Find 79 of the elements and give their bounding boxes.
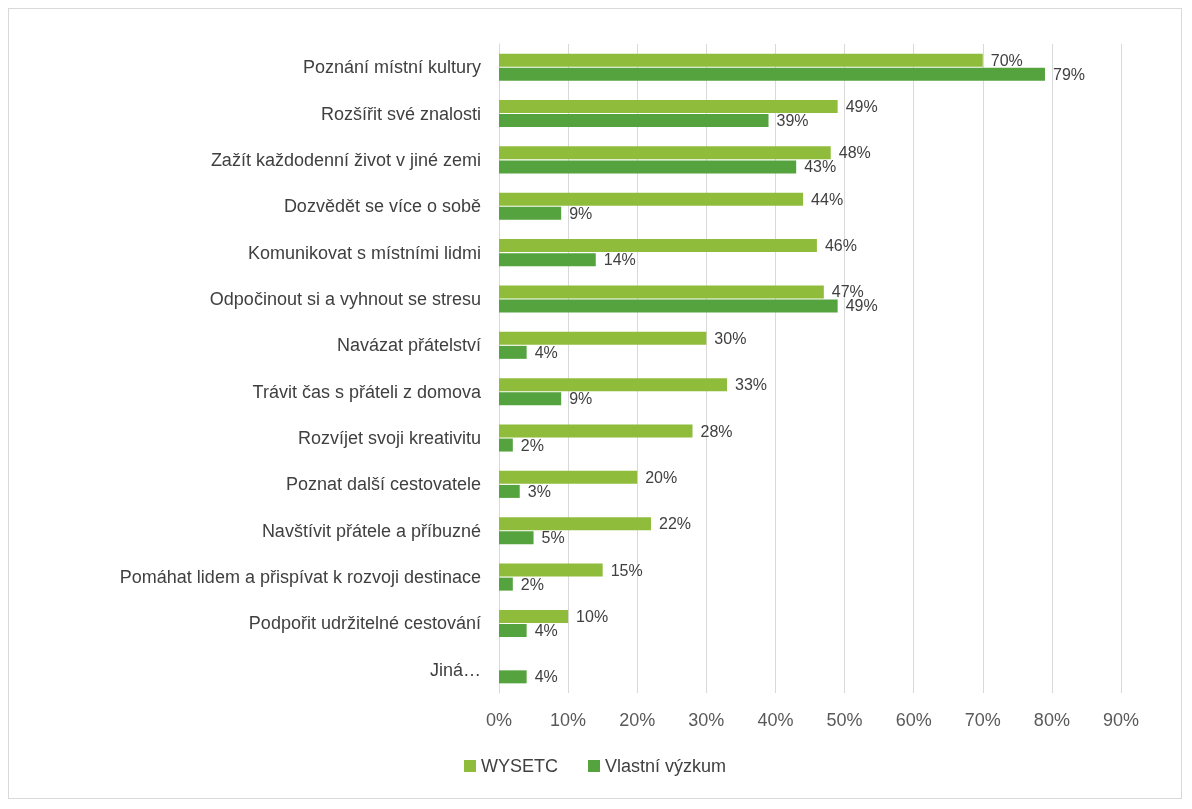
data-label: 15% xyxy=(610,561,643,579)
data-label: 22% xyxy=(659,515,692,533)
bar xyxy=(499,239,817,253)
x-tick-label: 10% xyxy=(550,710,587,730)
bar xyxy=(499,531,534,545)
data-label: 20% xyxy=(645,468,678,486)
bar xyxy=(499,424,693,438)
bar xyxy=(499,331,707,345)
bar xyxy=(499,378,728,392)
data-label: 48% xyxy=(838,144,871,162)
y-tick-label: Poznat další cestovatele xyxy=(285,474,481,495)
bar xyxy=(499,392,562,406)
bar xyxy=(499,253,596,267)
data-label: 4% xyxy=(534,343,558,361)
y-tick-label: Navázat přátelství xyxy=(336,335,481,356)
y-tick-label: Rozvíjet svoji kreativitu xyxy=(297,428,481,449)
bar xyxy=(499,623,527,637)
data-label: 4% xyxy=(534,621,558,639)
data-label: 43% xyxy=(804,158,837,176)
bar xyxy=(499,206,562,220)
data-label: 14% xyxy=(603,251,636,269)
bar xyxy=(499,192,804,206)
x-tick-label: 30% xyxy=(688,710,725,730)
bar xyxy=(499,114,769,128)
data-label: 70% xyxy=(990,51,1023,69)
data-label: 2% xyxy=(520,436,544,454)
x-tick-label: 70% xyxy=(964,710,1001,730)
x-tick-label: 50% xyxy=(826,710,863,730)
bar xyxy=(499,563,603,577)
y-tick-label: Komunikovat s místními lidmi xyxy=(247,242,481,263)
bar xyxy=(499,670,527,684)
bar xyxy=(499,160,797,174)
x-tick-label: 40% xyxy=(757,710,794,730)
bar xyxy=(499,285,824,299)
y-tick-label: Trávit čas s přáteli z domova xyxy=(252,381,482,402)
data-label: 30% xyxy=(714,329,747,347)
y-tick-label: Poznání místní kultury xyxy=(302,57,481,78)
data-label: 39% xyxy=(776,112,809,130)
y-tick-label: Dozvědět se více o sobě xyxy=(283,196,481,217)
bar xyxy=(499,100,838,114)
data-label: 33% xyxy=(735,376,768,394)
y-tick-label: Rozšířit své znalosti xyxy=(320,103,481,124)
x-tick-label: 0% xyxy=(485,710,513,730)
legend-label: WYSETC xyxy=(480,756,558,776)
data-label: 9% xyxy=(569,390,593,408)
bar xyxy=(499,299,838,313)
legend-label: Vlastní výzkum xyxy=(604,756,727,776)
bar xyxy=(499,438,513,452)
bar xyxy=(499,517,652,531)
x-tick-label: 60% xyxy=(895,710,932,730)
bar xyxy=(499,53,983,67)
data-label: 9% xyxy=(569,204,593,222)
data-label: 5% xyxy=(541,529,565,547)
y-tick-label: Navštívit přátele a příbuzné xyxy=(261,520,481,541)
data-label: 28% xyxy=(700,422,733,440)
y-tick-label: Odpočinout si a vyhnout se stresu xyxy=(209,288,481,309)
bar xyxy=(499,484,520,498)
bar xyxy=(499,470,638,484)
data-label: 49% xyxy=(845,297,878,315)
data-label: 44% xyxy=(811,190,844,208)
data-label: 3% xyxy=(527,482,551,500)
y-tick-label: Pomáhat lidem a přispívat k rozvoji destinace xyxy=(119,567,481,588)
y-tick-label: Zažít každodenní život v jiné zemi xyxy=(210,149,481,170)
bar xyxy=(499,67,1045,81)
bar xyxy=(499,577,513,591)
data-label: 10% xyxy=(576,607,609,625)
data-label: 79% xyxy=(1052,65,1086,83)
x-tick-label: 80% xyxy=(1033,710,1070,730)
bar xyxy=(499,609,569,623)
bar xyxy=(499,345,527,359)
x-tick-label: 20% xyxy=(619,710,656,730)
bar xyxy=(499,146,831,160)
data-label: 4% xyxy=(534,668,558,686)
x-tick-label: 90% xyxy=(1102,710,1140,730)
y-tick-label: Jiná… xyxy=(429,659,481,680)
y-tick-label: Podpořit udržitelné cestování xyxy=(248,613,481,634)
data-label: 2% xyxy=(520,575,544,593)
data-label: 49% xyxy=(845,98,878,116)
data-label: 46% xyxy=(824,237,857,255)
